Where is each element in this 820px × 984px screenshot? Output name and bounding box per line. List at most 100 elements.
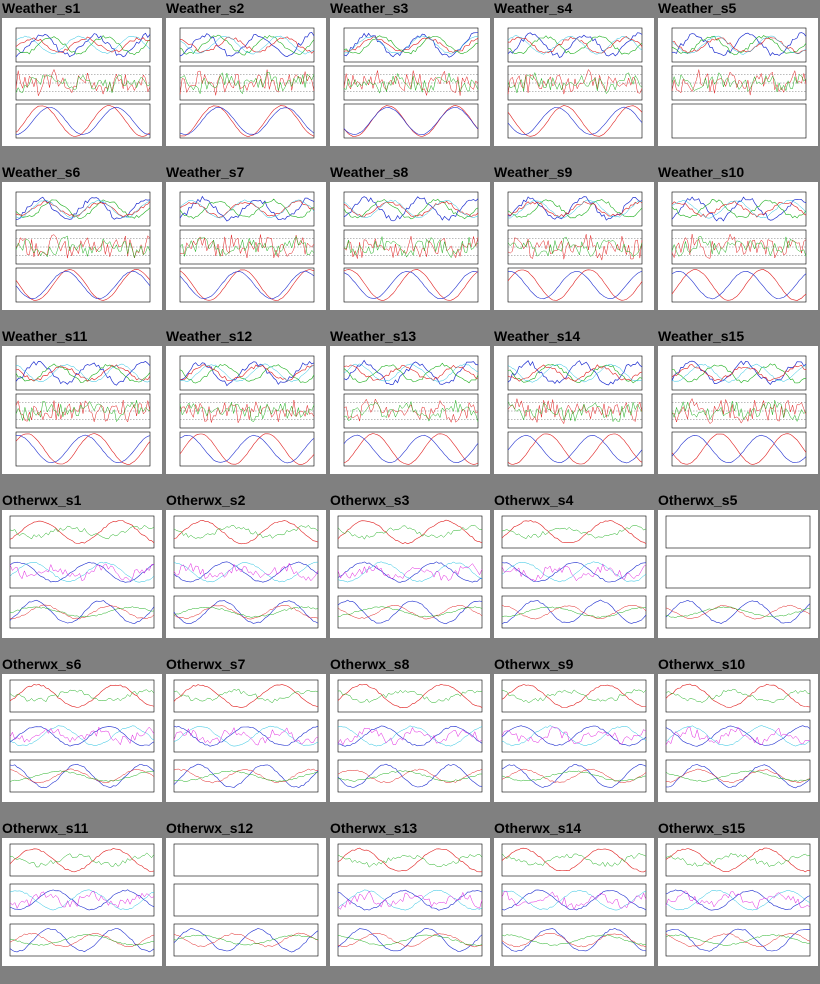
panel-2 [665, 555, 811, 589]
series-line [9, 726, 155, 747]
series-line [507, 363, 643, 383]
series-line [337, 561, 483, 583]
thumbnail-cell[interactable]: Weather_s8 [328, 164, 492, 328]
thumbnail-cell[interactable]: Weather_s9 [492, 164, 656, 328]
thumbnail-image[interactable] [658, 346, 818, 474]
thumbnail-image[interactable] [330, 838, 490, 966]
series-line [337, 934, 483, 946]
panel-solar [507, 267, 643, 303]
panel-2 [173, 719, 319, 753]
thumbnail-image[interactable] [330, 182, 490, 310]
thumbnail-image[interactable] [2, 18, 162, 146]
thumbnail-cell[interactable]: Otherwx_s8 [328, 656, 492, 820]
thumbnail-cell[interactable]: Weather_s4 [492, 0, 656, 164]
thumbnail-cell[interactable]: Weather_s2 [164, 0, 328, 164]
thumbnail-title: Weather_s12 [166, 328, 253, 344]
thumbnail-plot [671, 355, 807, 467]
thumbnail-title: Otherwx_s10 [658, 656, 746, 672]
thumbnail-cell[interactable]: Otherwx_s1 [0, 492, 164, 656]
series-line [343, 269, 479, 301]
thumbnail-cell[interactable]: Otherwx_s10 [656, 656, 820, 820]
thumbnail-image[interactable] [658, 510, 818, 638]
thumbnail-cell[interactable]: Weather_s6 [0, 164, 164, 328]
series-line [665, 847, 811, 873]
panel-1 [173, 679, 319, 713]
series-line [179, 363, 315, 383]
panel-2 [9, 555, 155, 589]
thumbnail-image[interactable] [330, 510, 490, 638]
thumbnail-cell[interactable]: Otherwx_s14 [492, 820, 656, 984]
panel-3 [665, 923, 811, 957]
thumbnail-cell[interactable]: Weather_s10 [656, 164, 820, 328]
thumbnail-cell[interactable]: Otherwx_s5 [656, 492, 820, 656]
thumbnail-image[interactable] [330, 18, 490, 146]
thumbnail-plot [343, 27, 479, 139]
thumbnail-image[interactable] [2, 674, 162, 802]
thumbnail-cell[interactable]: Weather_s11 [0, 328, 164, 492]
panel-solar [507, 431, 643, 467]
series-line [337, 563, 483, 581]
thumbnail-cell[interactable]: Otherwx_s11 [0, 820, 164, 984]
thumbnail-cell[interactable]: Otherwx_s13 [328, 820, 492, 984]
series-line [173, 561, 319, 583]
series-line [507, 71, 643, 95]
thumbnail-plot [343, 355, 479, 467]
thumbnail-image[interactable] [2, 182, 162, 310]
thumbnail-image[interactable] [494, 838, 654, 966]
thumbnail-image[interactable] [658, 182, 818, 310]
panel-solar [343, 267, 479, 303]
thumbnail-image[interactable] [166, 510, 326, 638]
thumbnail-image[interactable] [166, 674, 326, 802]
thumbnail-image[interactable] [330, 674, 490, 802]
thumbnail-plot [337, 679, 483, 793]
thumbnail-cell[interactable]: Weather_s5 [656, 0, 820, 164]
series-line [173, 684, 319, 708]
series-line [343, 433, 479, 465]
thumbnail-image[interactable] [330, 346, 490, 474]
thumbnail-cell[interactable]: Weather_s12 [164, 328, 328, 492]
thumbnail-image[interactable] [166, 346, 326, 474]
thumbnail-image[interactable] [2, 838, 162, 966]
thumbnail-title: Otherwx_s14 [494, 820, 582, 836]
thumbnail-cell[interactable]: Weather_s3 [328, 0, 492, 164]
thumbnail-title: Weather_s3 [330, 0, 409, 16]
thumbnail-cell[interactable]: Otherwx_s15 [656, 820, 820, 984]
series-line [665, 606, 811, 618]
thumbnail-image[interactable] [658, 838, 818, 966]
thumbnail-image[interactable] [494, 18, 654, 146]
thumbnail-cell[interactable]: Otherwx_s2 [164, 492, 328, 656]
thumbnail-image[interactable] [166, 182, 326, 310]
thumbnail-image[interactable] [494, 674, 654, 802]
thumbnail-image[interactable] [494, 346, 654, 474]
thumbnail-image[interactable] [166, 18, 326, 146]
thumbnail-cell[interactable]: Weather_s1 [0, 0, 164, 164]
series-line [343, 35, 479, 55]
panel-temperature [507, 355, 643, 391]
thumbnail-image[interactable] [2, 510, 162, 638]
thumbnail-image[interactable] [494, 510, 654, 638]
thumbnail-image[interactable] [658, 18, 818, 146]
thumbnail-cell[interactable]: Weather_s7 [164, 164, 328, 328]
series-line [15, 200, 151, 218]
panel-2 [665, 719, 811, 753]
series-line [665, 928, 811, 952]
thumbnail-image[interactable] [2, 346, 162, 474]
thumbnail-cell[interactable]: Otherwx_s9 [492, 656, 656, 820]
thumbnail-plot [173, 843, 319, 957]
thumbnail-cell[interactable]: Weather_s14 [492, 328, 656, 492]
panel-3 [173, 595, 319, 629]
series-line [337, 519, 483, 545]
thumbnail-cell[interactable]: Otherwx_s6 [0, 656, 164, 820]
thumbnail-cell[interactable]: Otherwx_s4 [492, 492, 656, 656]
thumbnail-image[interactable] [166, 838, 326, 966]
thumbnail-cell[interactable]: Weather_s13 [328, 328, 492, 492]
thumbnail-image[interactable] [658, 674, 818, 802]
thumbnail-cell[interactable]: Otherwx_s7 [164, 656, 328, 820]
thumbnail-cell[interactable]: Otherwx_s12 [164, 820, 328, 984]
thumbnail-image[interactable] [494, 182, 654, 310]
panel-2 [665, 883, 811, 917]
thumbnail-cell[interactable]: Weather_s15 [656, 328, 820, 492]
series-line [180, 36, 315, 54]
thumbnail-title: Otherwx_s12 [166, 820, 254, 836]
thumbnail-cell[interactable]: Otherwx_s3 [328, 492, 492, 656]
